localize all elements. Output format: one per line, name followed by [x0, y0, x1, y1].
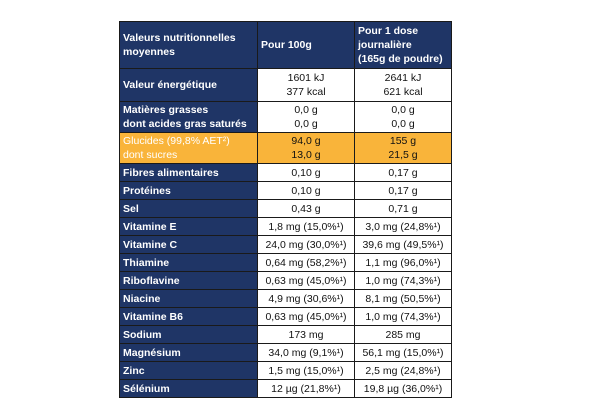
carbs-per-100g-sugars: 13,0 g: [291, 149, 321, 161]
fats-label: Matières grasses dont acides gras saturé…: [119, 101, 258, 133]
carbs-label-line2: dont sucres: [123, 149, 178, 161]
table-row: Sodium 173 mg 285 mg: [119, 325, 452, 344]
fats-per-100g-saturated: 0,0 g: [294, 118, 318, 130]
nutrient-per-100g: 0,63 mg (45,0%¹): [257, 307, 355, 326]
nutrient-per-100g: 12 µg (21,8%¹): [257, 379, 355, 398]
nutrient-label: Magnésium: [119, 343, 258, 362]
carbs-label: Glucides (99,8% AET²) dont sucres: [119, 132, 258, 164]
table-row: Sélénium 12 µg (21,8%¹) 19,8 µg (36,0%¹): [119, 379, 452, 398]
nutrient-per-dose: 285 mg: [354, 325, 452, 344]
table-row: Sel 0,43 g 0,71 g: [119, 199, 452, 218]
nutrient-label: Thiamine: [119, 253, 258, 272]
header-col3-line2: journalière: [358, 39, 412, 51]
nutrient-label: Sodium: [119, 325, 258, 344]
nutrient-per-dose: 0,17 g: [354, 163, 452, 182]
nutrient-per-100g: 173 mg: [257, 325, 355, 344]
nutrient-per-100g: 1,8 mg (15,0%¹): [257, 217, 355, 236]
nutrient-per-dose: 1,1 mg (96,0%¹): [354, 253, 452, 272]
nutrition-table-container: Valeurs nutritionnelles moyennes Pour 10…: [119, 21, 452, 398]
nutrient-label: Fibres alimentaires: [119, 163, 258, 182]
nutrient-per-dose: 19,8 µg (36,0%¹): [354, 379, 452, 398]
table-row: Zinc 1,5 mg (15,0%¹) 2,5 mg (24,8%¹): [119, 361, 452, 380]
energy-per-100g: 1601 kJ 377 kcal: [257, 68, 355, 102]
table-row: Vitamine E 1,8 mg (15,0%¹) 3,0 mg (24,8%¹): [119, 217, 452, 236]
header-nutrient-label: Valeurs nutritionnelles moyennes: [119, 21, 258, 69]
nutrient-per-dose: 2,5 mg (24,8%¹): [354, 361, 452, 380]
nutrient-per-dose: 0,71 g: [354, 199, 452, 218]
nutrition-table: Valeurs nutritionnelles moyennes Pour 10…: [119, 21, 452, 398]
carbs-row: Glucides (99,8% AET²) dont sucres 94,0 g…: [119, 132, 452, 164]
nutrient-per-100g: 4,9 mg (30,6%¹): [257, 289, 355, 308]
header-per-dose: Pour 1 dose journalière (165g de poudre): [354, 21, 452, 69]
fats-label-line1: Matières grasses: [123, 104, 209, 116]
header-col3-line1: Pour 1 dose: [358, 25, 419, 37]
fats-per-dose: 0,0 g 0,0 g: [354, 101, 452, 133]
nutrient-per-100g: 1,5 mg (15,0%¹): [257, 361, 355, 380]
carbs-per-100g-total: 94,0 g: [291, 135, 321, 147]
nutrient-per-100g: 0,63 mg (45,0%¹): [257, 271, 355, 290]
nutrient-label: Protéines: [119, 181, 258, 200]
header-col1-line2: moyennes: [123, 46, 175, 58]
fats-per-100g: 0,0 g 0,0 g: [257, 101, 355, 133]
nutrient-per-dose: 3,0 mg (24,8%¹): [354, 217, 452, 236]
nutrient-per-dose: 1,0 mg (74,3%¹): [354, 271, 452, 290]
carbs-per-dose-sugars: 21,5 g: [388, 149, 418, 161]
header-col3-line3: (165g de poudre): [358, 53, 443, 65]
energy-label: Valeur énergétique: [119, 68, 258, 102]
table-row: Magnésium 34,0 mg (9,1%¹) 56,1 mg (15,0%¹): [119, 343, 452, 362]
nutrient-per-dose: 1,0 mg (74,3%¹): [354, 307, 452, 326]
carbs-per-dose-total: 155 g: [389, 135, 417, 147]
table-row: Vitamine C 24,0 mg (30,0%¹) 39,6 mg (49,5%…: [119, 235, 452, 254]
carbs-per-dose: 155 g 21,5 g: [354, 132, 452, 164]
fats-per-100g-total: 0,0 g: [294, 104, 318, 116]
table-row: Protéines 0,10 g 0,17 g: [119, 181, 452, 200]
nutrient-label: Niacine: [119, 289, 258, 308]
nutrient-per-dose: 39,6 mg (49,5%¹): [354, 235, 452, 254]
table-row: Vitamine B6 0,63 mg (45,0%¹) 1,0 mg (74,3%…: [119, 307, 452, 326]
energy-row: Valeur énergétique 1601 kJ 377 kcal 2641…: [119, 68, 452, 102]
nutrient-label: Vitamine C: [119, 235, 258, 254]
energy-per-100g-kcal: 377 kcal: [286, 86, 326, 98]
energy-per-100g-kj: 1601 kJ: [287, 72, 325, 84]
nutrient-label: Vitamine E: [119, 217, 258, 236]
header-row: Valeurs nutritionnelles moyennes Pour 10…: [119, 21, 452, 69]
nutrient-label: Zinc: [119, 361, 258, 380]
nutrient-label: Riboflavine: [119, 271, 258, 290]
header-col1-line1: Valeurs nutritionnelles: [123, 32, 236, 44]
nutrient-per-dose: 56,1 mg (15,0%¹): [354, 343, 452, 362]
energy-per-dose-kj: 2641 kJ: [384, 72, 422, 84]
nutrient-per-100g: 0,10 g: [257, 181, 355, 200]
nutrient-label: Sel: [119, 199, 258, 218]
nutrient-per-dose: 0,17 g: [354, 181, 452, 200]
energy-per-dose-kcal: 621 kcal: [383, 86, 423, 98]
fats-row: Matières grasses dont acides gras saturé…: [119, 101, 452, 133]
nutrient-per-100g: 0,10 g: [257, 163, 355, 182]
nutrient-per-100g: 0,64 mg (58,2%¹): [257, 253, 355, 272]
fats-per-dose-total: 0,0 g: [391, 104, 415, 116]
table-row: Fibres alimentaires 0,10 g 0,17 g: [119, 163, 452, 182]
fats-label-line2: dont acides gras saturés: [123, 118, 247, 130]
fats-per-dose-saturated: 0,0 g: [391, 118, 415, 130]
nutrient-per-100g: 34,0 mg (9,1%¹): [257, 343, 355, 362]
nutrient-label: Vitamine B6: [119, 307, 258, 326]
table-row: Thiamine 0,64 mg (58,2%¹) 1,1 mg (96,0%¹): [119, 253, 452, 272]
nutrient-per-100g: 24,0 mg (30,0%¹): [257, 235, 355, 254]
nutrient-per-100g: 0,43 g: [257, 199, 355, 218]
table-row: Niacine 4,9 mg (30,6%¹) 8,1 mg (50,5%¹): [119, 289, 452, 308]
header-per-100g: Pour 100g: [257, 21, 355, 69]
nutrient-label: Sélénium: [119, 379, 258, 398]
energy-per-dose: 2641 kJ 621 kcal: [354, 68, 452, 102]
table-row: Riboflavine 0,63 mg (45,0%¹) 1,0 mg (74,3%…: [119, 271, 452, 290]
carbs-per-100g: 94,0 g 13,0 g: [257, 132, 355, 164]
nutrient-per-dose: 8,1 mg (50,5%¹): [354, 289, 452, 308]
carbs-label-line1: Glucides (99,8% AET²): [123, 135, 230, 147]
